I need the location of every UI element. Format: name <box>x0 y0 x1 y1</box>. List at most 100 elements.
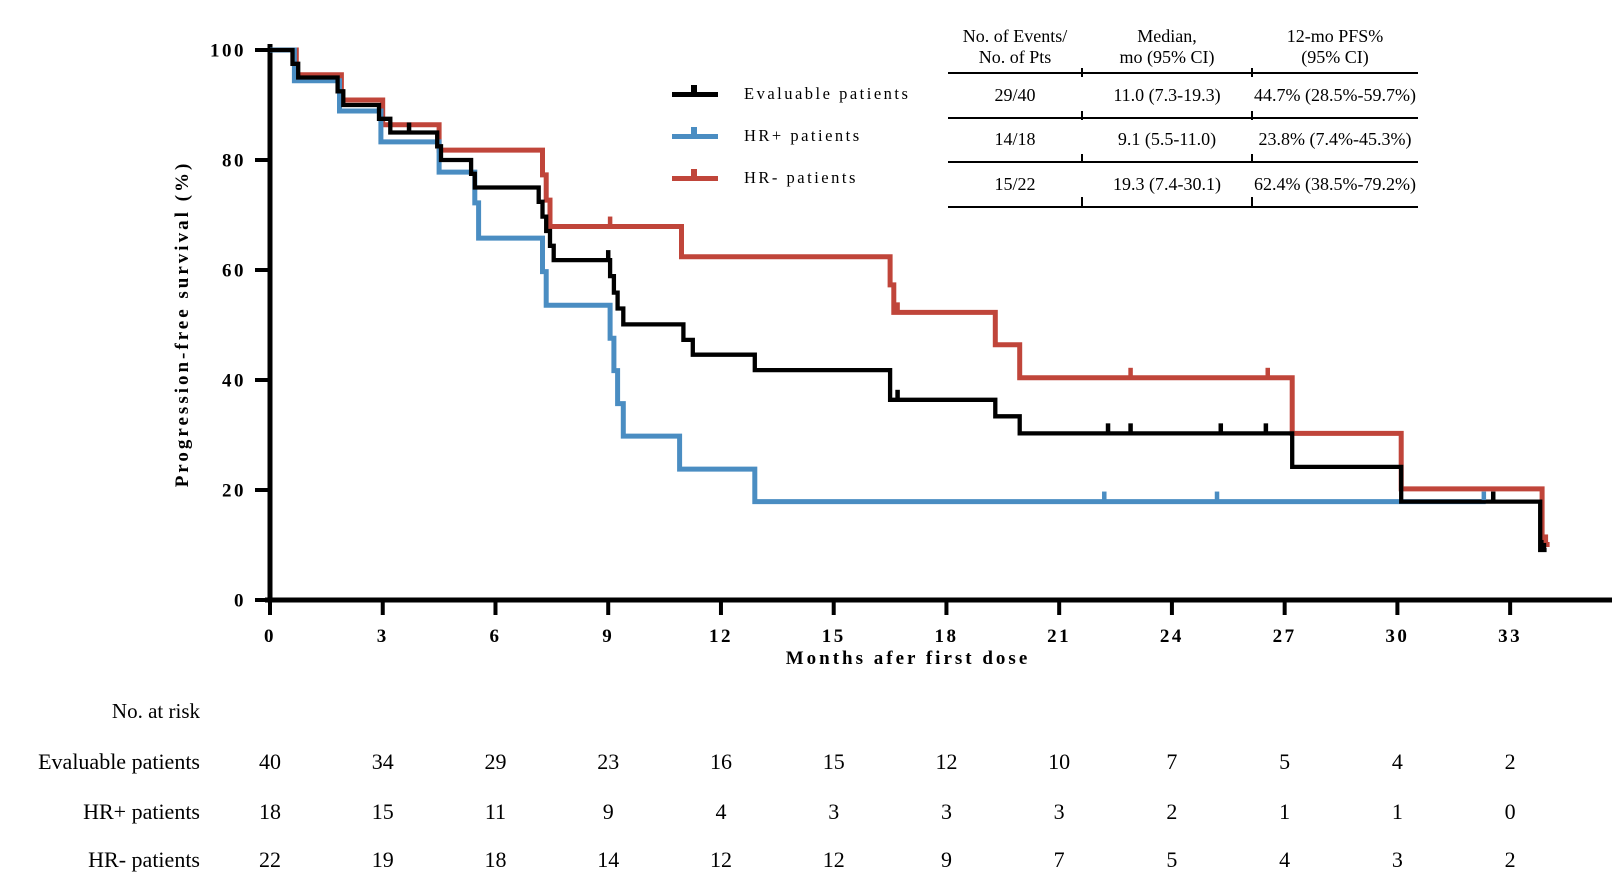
risk-value: 3 <box>1053 799 1065 824</box>
x-tick-label: 18 <box>934 626 958 647</box>
stats-cell: 44.7% (28.5%-59.7%) <box>1254 84 1416 105</box>
risk-table-title: No. at risk <box>111 699 200 723</box>
risk-value: 3 <box>828 799 840 824</box>
risk-value: 7 <box>1053 847 1065 872</box>
stats-row: 14/18 9.1 (5.5-11.0) 23.8% (7.4%-45.3%) <box>948 119 1418 163</box>
stats-header-cell: 12-mo PFS% (95% CI) <box>1286 26 1384 67</box>
risk-value: 23 <box>597 749 620 774</box>
x-tick-label: 21 <box>1047 626 1071 647</box>
y-tick-label: 80 <box>222 151 246 172</box>
stats-cell: 15/22 <box>994 173 1036 194</box>
risk-row-label: HR+ patients <box>83 799 200 824</box>
risk-value: 18 <box>484 847 507 872</box>
y-tick-label: 100 <box>210 41 246 62</box>
stats-rule-nub <box>1251 154 1253 163</box>
legend-censor-tick-icon <box>691 168 697 178</box>
y-tick-label: 40 <box>222 371 246 392</box>
risk-value: 34 <box>371 749 394 774</box>
x-tick-label: 30 <box>1385 626 1409 647</box>
x-tick-label: 15 <box>822 626 846 647</box>
series-path-hr-patients <box>270 47 1550 547</box>
x-tick-label: 0 <box>264 626 276 647</box>
stats-table: No. of Events/No. of Pts Median, mo (95% C… <box>948 26 1418 208</box>
x-tick-label: 24 <box>1160 626 1184 647</box>
risk-value: 2 <box>1504 847 1516 872</box>
risk-value: 15 <box>822 749 845 774</box>
legend-item: HR+ patients <box>672 115 910 157</box>
risk-value: 3 <box>940 799 952 824</box>
risk-table: No. at risk Evaluable patients 40 34 29 23 16… <box>0 660 1618 888</box>
risk-value: 2 <box>1166 799 1178 824</box>
risk-value: 1 <box>1391 799 1403 824</box>
risk-value: 1 <box>1279 799 1291 824</box>
stats-header-cell: Median, mo (95% CI) <box>1119 26 1215 67</box>
stats-cell: 62.4% (38.5%-79.2%) <box>1254 173 1416 194</box>
risk-value: 7 <box>1166 749 1178 774</box>
risk-value: 12 <box>822 847 845 872</box>
y-tick-label: 0 <box>234 591 246 612</box>
risk-value: 4 <box>1391 749 1403 774</box>
x-tick-label: 33 <box>1498 626 1522 647</box>
legend-item: HR- patients <box>672 157 910 199</box>
risk-value: 18 <box>259 799 281 824</box>
legend-line-swatch <box>672 168 718 181</box>
series-path-hr-patients <box>270 47 1486 505</box>
x-tick-label: 3 <box>377 626 389 647</box>
stats-rule-nub <box>1251 197 1253 206</box>
stats-cell: 14/18 <box>994 129 1036 150</box>
stats-row: 29/40 11.0 (7.3-19.3) 44.7% (28.5%-59.7%) <box>948 74 1418 119</box>
legend-label: HR+ patients <box>744 126 862 145</box>
stats-row: 15/22 19.3 (7.4-30.1) 62.4% (38.5%-79.2%) <box>948 163 1418 208</box>
stats-cell: 11.0 (7.3-19.3) <box>1113 84 1221 105</box>
risk-value: 4 <box>715 799 727 824</box>
stats-rule-nub <box>1081 154 1083 163</box>
x-tick-label: 6 <box>489 626 501 647</box>
risk-value: 0 <box>1504 799 1516 824</box>
legend-item: Evaluable patients <box>672 73 910 115</box>
y-tick-label: 20 <box>222 481 246 502</box>
x-tick-label: 27 <box>1273 626 1297 647</box>
legend-censor-tick-icon <box>691 126 697 136</box>
risk-row-label: Evaluable patients <box>38 749 200 774</box>
stats-rule-nub <box>1251 68 1253 77</box>
legend-line-swatch <box>672 126 718 139</box>
stats-cell: 23.8% (7.4%-45.3%) <box>1258 129 1412 150</box>
risk-value: 9 <box>602 799 614 824</box>
stats-rule-nub <box>1251 111 1253 120</box>
x-tick-label: 9 <box>602 626 614 647</box>
risk-value: 5 <box>1166 847 1178 872</box>
stats-header-cell: No. of Events/No. of Pts <box>962 26 1068 67</box>
stats-cell: 9.1 (5.5-11.0) <box>1117 129 1217 150</box>
risk-value: 12 <box>935 749 958 774</box>
y-axis-title: Progression-free survival (%) <box>172 161 193 488</box>
stats-rule-nub <box>1081 197 1083 206</box>
survival-chart: 0 20 40 60 80 100 0 3 6 9 12 15 18 21 24 27 30 33 Progres… <box>172 41 1612 669</box>
risk-value: 16 <box>709 749 732 774</box>
x-axis-title: Months afer first dose <box>786 648 1031 669</box>
risk-value: 2 <box>1504 749 1516 774</box>
legend: Evaluable patients HR+ patients HR- patien… <box>672 73 910 199</box>
stats-header-row: No. of Events/No. of Pts Median, mo (95% C… <box>948 26 1418 74</box>
series-path-evaluable-patients <box>270 47 1547 553</box>
x-tick-label: 12 <box>709 626 733 647</box>
risk-value: 40 <box>259 749 281 774</box>
risk-row-label: HR- patients <box>88 847 200 872</box>
risk-value: 3 <box>1391 847 1403 872</box>
stats-cell: 29/40 <box>994 84 1036 105</box>
legend-label: Evaluable patients <box>744 84 911 103</box>
risk-value: 29 <box>484 749 507 774</box>
risk-value: 12 <box>709 847 732 872</box>
y-tick-label: 60 <box>222 261 246 282</box>
risk-value: 9 <box>940 847 952 872</box>
risk-value: 15 <box>371 799 394 824</box>
legend-label: HR- patients <box>744 168 858 187</box>
risk-value: 5 <box>1279 749 1291 774</box>
legend-censor-tick-icon <box>691 84 697 94</box>
risk-value: 4 <box>1279 847 1291 872</box>
risk-value: 19 <box>371 847 394 872</box>
legend-line-swatch <box>672 84 718 97</box>
risk-value: 10 <box>1048 749 1071 774</box>
stats-rule-nub <box>1081 68 1083 77</box>
stats-cell: 19.3 (7.4-30.1) <box>1113 173 1221 194</box>
stats-rule-nub <box>1081 111 1083 120</box>
